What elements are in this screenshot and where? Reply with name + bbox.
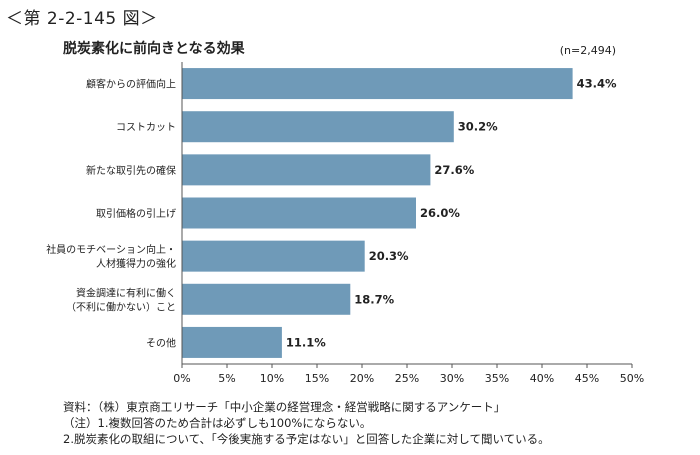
category-label-6: その他	[146, 336, 176, 349]
x-tick-label-4: 20%	[350, 372, 374, 385]
note-1: （注）1.複数回答のため合計は必ずしも100%にならない。	[63, 416, 372, 430]
x-tick-label-3: 15%	[305, 372, 329, 385]
value-label-4: 20.3%	[369, 249, 409, 263]
value-label-6: 11.1%	[286, 335, 326, 349]
chart-title: 脱炭素化に前向きとなる効果	[63, 41, 245, 57]
x-tick-label-10: 50%	[620, 372, 644, 385]
x-tick-label-8: 40%	[530, 372, 554, 385]
sample-size: (n=2,494)	[559, 44, 616, 57]
value-label-1: 30.2%	[458, 120, 498, 134]
bar-0	[182, 68, 573, 100]
x-tick-label-0: 0%	[173, 372, 190, 385]
category-label-3: 取引価格の引上げ	[96, 207, 176, 220]
category-label-5-line-1: （不利に働かない）こと	[66, 300, 176, 313]
notes: 資料：（株）東京商工リサーチ「中小企業の経営理念・経営戦略に関するアンケート」 …	[63, 399, 550, 447]
value-label-0: 43.4%	[577, 77, 617, 91]
category-label-2: 新たな取引先の確保	[86, 164, 176, 177]
category-label-5-line-0: 資金調達に有利に働く	[76, 286, 176, 299]
bar-3	[182, 197, 416, 229]
x-tick-label-7: 35%	[485, 372, 509, 385]
x-tick-label-6: 30%	[440, 372, 464, 385]
bar-4	[182, 240, 365, 272]
category-label-4-line-1: 人材獲得力の強化	[96, 257, 176, 270]
bar-1	[182, 111, 454, 143]
x-tick-label-1: 5%	[218, 372, 235, 385]
note-2: 2.脱炭素化の取組について、「今後実施する予定はない」と回答した企業に対して聞い…	[63, 432, 550, 446]
category-label-1: コストカット	[116, 122, 176, 134]
x-tick-label-9: 45%	[575, 372, 599, 385]
value-label-2: 27.6%	[434, 163, 474, 177]
bar-6	[182, 326, 282, 358]
bar-2	[182, 154, 431, 186]
value-label-3: 26.0%	[420, 206, 460, 220]
category-label-0: 顧客からの評価向上	[86, 78, 176, 91]
category-label-4-line-0: 社員のモチベーション向上・	[46, 243, 176, 256]
x-tick-label-2: 10%	[260, 372, 284, 385]
bar-5	[182, 283, 351, 315]
figure-number: ＜第 2-2-145 図＞	[6, 9, 158, 29]
source-note: 資料：（株）東京商工リサーチ「中小企業の経営理念・経営戦略に関するアンケート」	[63, 400, 506, 414]
value-label-5: 18.7%	[354, 292, 394, 306]
x-tick-label-5: 25%	[395, 372, 419, 385]
